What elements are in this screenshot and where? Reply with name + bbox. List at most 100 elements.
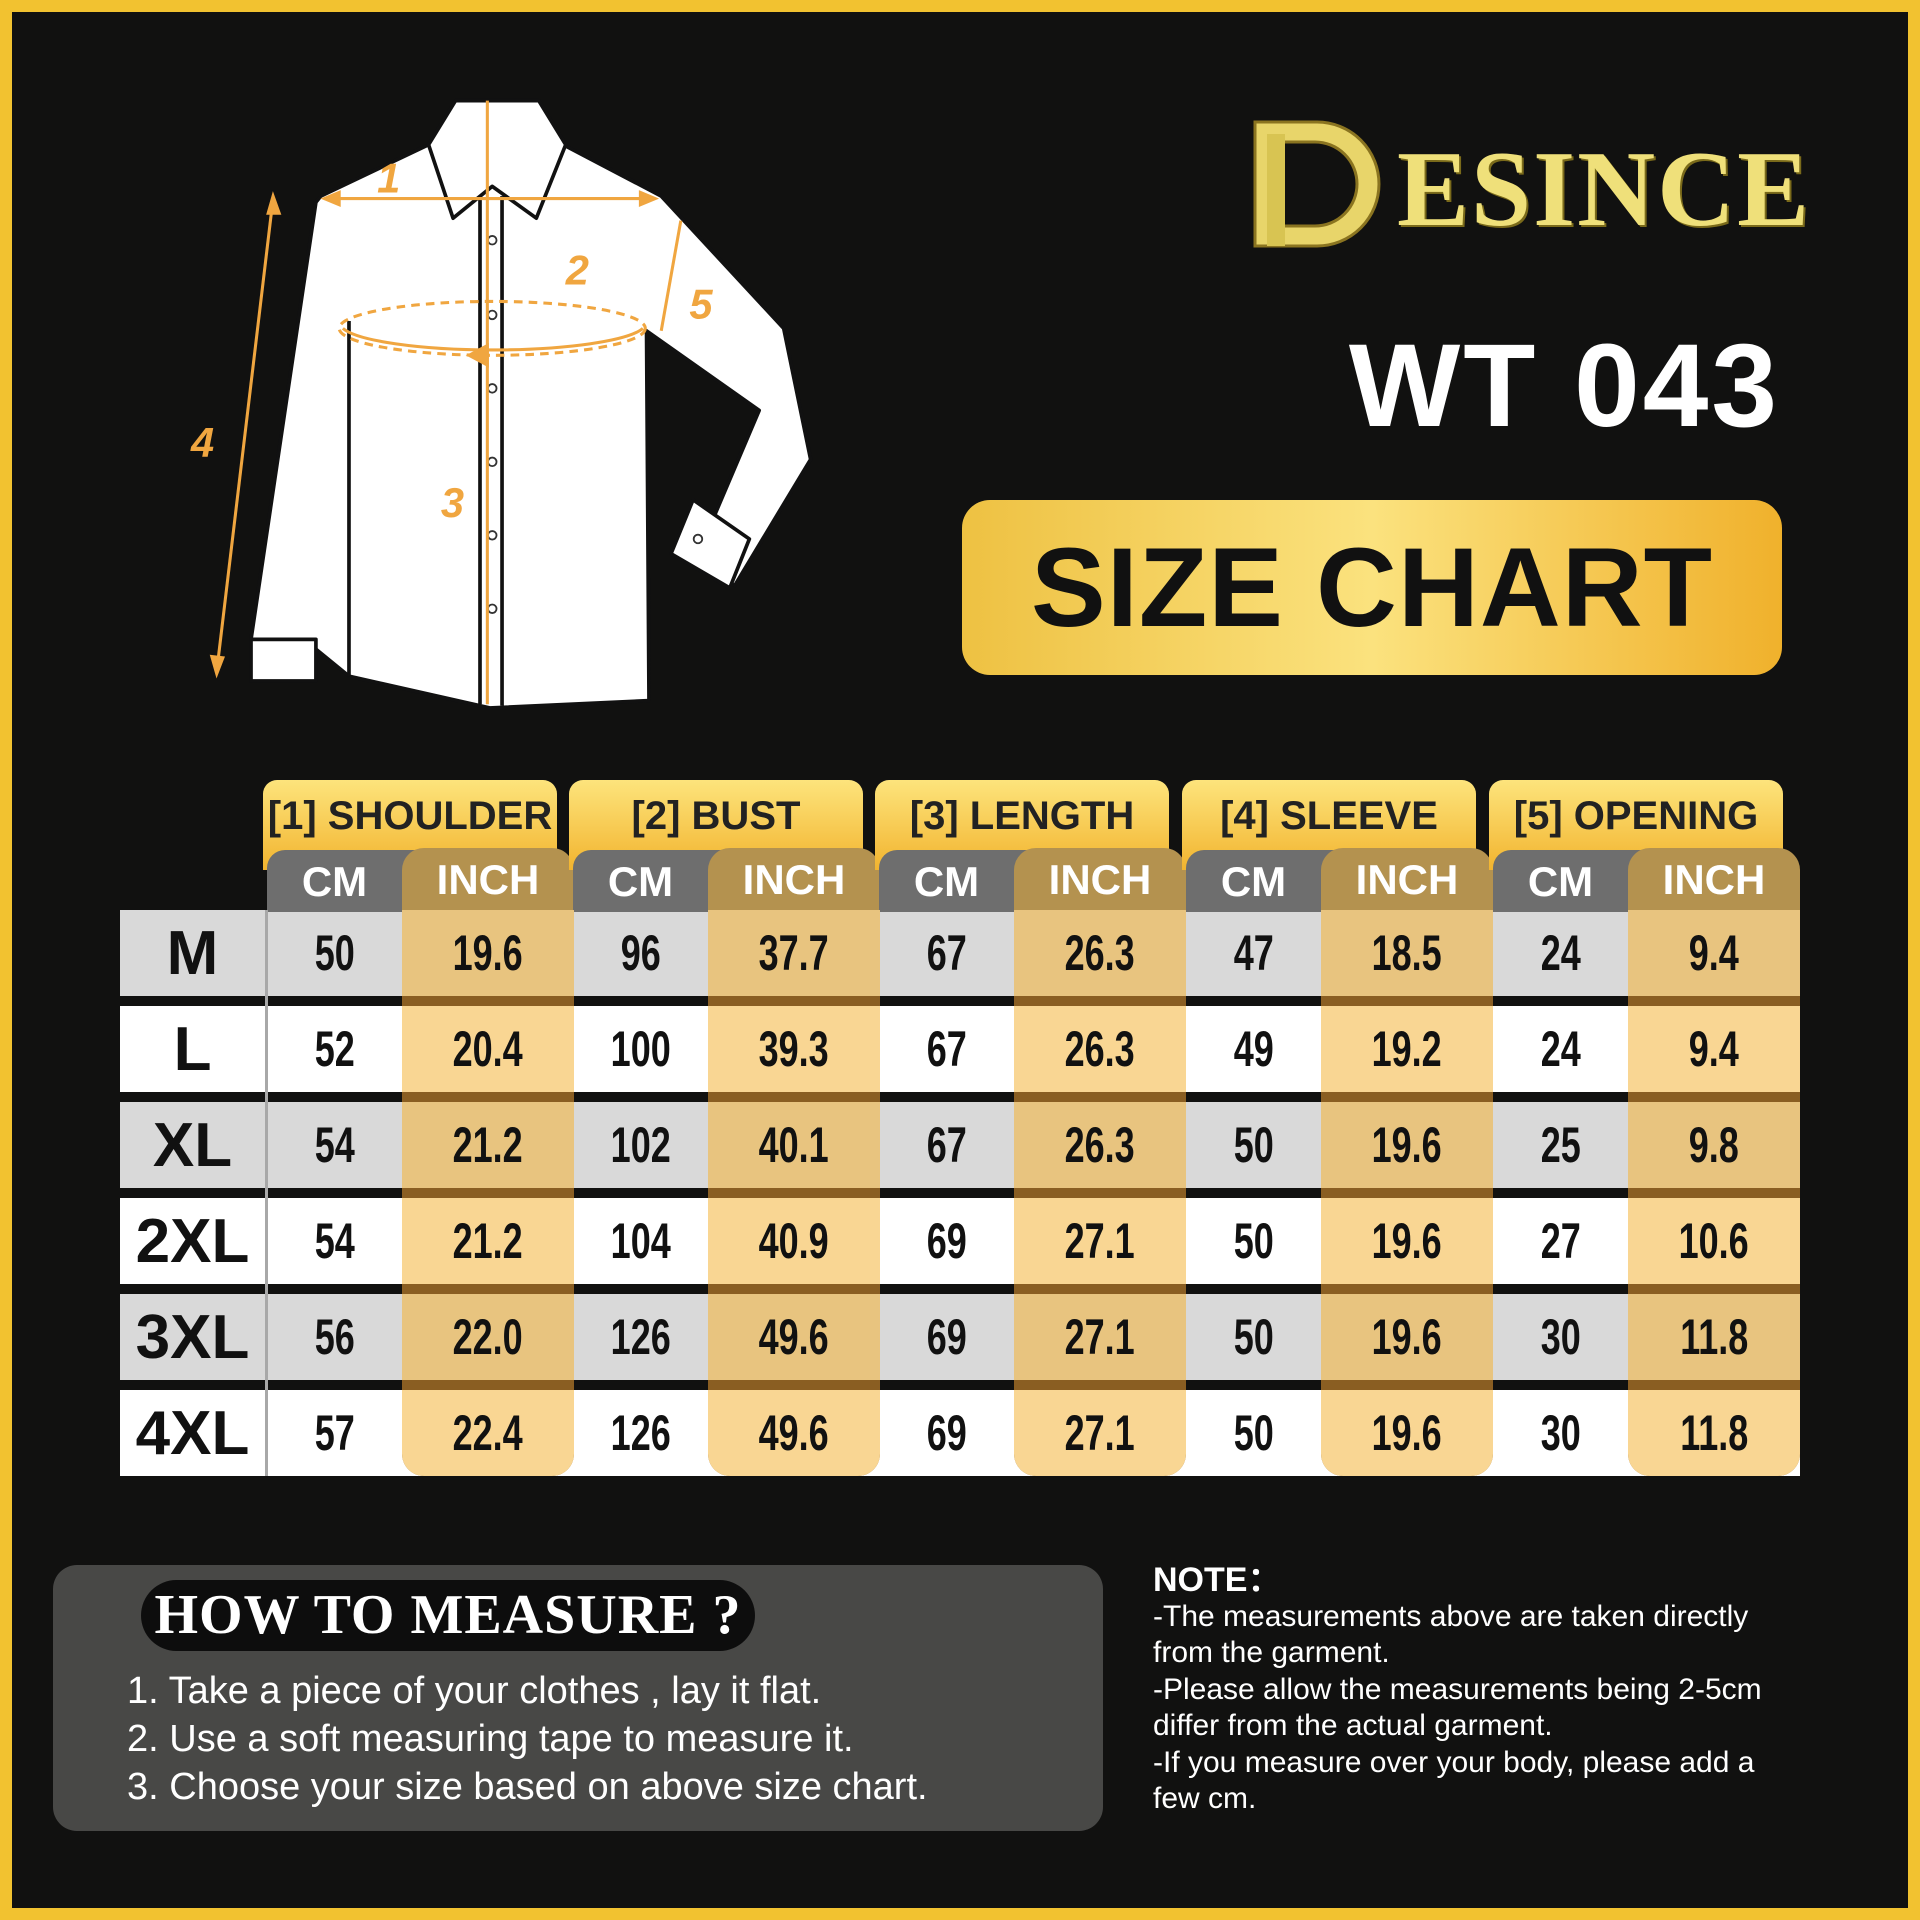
size-label: XL xyxy=(152,1110,233,1180)
label-3: 3 xyxy=(441,479,464,526)
table-row-bg xyxy=(120,1390,1800,1476)
cm-value-text: 126 xyxy=(610,1309,671,1365)
inch-value-text: 39.3 xyxy=(758,1021,830,1077)
note-line: differ from the actual garment. xyxy=(1153,1709,1553,1742)
inch-value: 11.8 xyxy=(1628,1294,1800,1380)
inch-cell-bg xyxy=(402,1294,574,1380)
cm-value: 49 xyxy=(1186,1006,1321,1092)
inch-cell-bg xyxy=(708,910,880,996)
inch-value-text: 26.3 xyxy=(1064,1021,1136,1077)
cm-value: 50 xyxy=(1186,1102,1321,1188)
inch-cell-bg xyxy=(1321,910,1493,996)
cm-value: 30 xyxy=(1493,1390,1628,1476)
inch-value: 19.6 xyxy=(402,910,574,996)
cm-value-text: 50 xyxy=(1233,1213,1274,1269)
size-label: 2XL xyxy=(135,1206,250,1276)
inch-cell-bg xyxy=(708,1006,880,1092)
inch-value-text: 27.1 xyxy=(1064,1309,1136,1365)
page-title: SIZE CHART xyxy=(1031,525,1713,650)
inch-cell-bg xyxy=(708,1198,880,1284)
inch-value: 21.2 xyxy=(402,1102,574,1188)
cm-value-text: 102 xyxy=(610,1117,671,1173)
inch-value-text: 9.4 xyxy=(1688,1021,1740,1077)
inch-value-text: 49.6 xyxy=(758,1405,830,1461)
cm-value-text: 30 xyxy=(1540,1405,1581,1461)
size-label: M xyxy=(166,918,219,988)
inch-cell-bg xyxy=(1321,1390,1493,1476)
inch-cell-bg xyxy=(1628,1390,1800,1476)
brand-logo: ESINCE xyxy=(1247,112,1809,257)
cm-value-text: 50 xyxy=(1233,1117,1274,1173)
size-table: [1] SHOULDER CM INCH [2] BUST CM INCH [3] LENG… xyxy=(120,780,1800,1476)
inch-cell-bg xyxy=(1321,1198,1493,1284)
inch-column xyxy=(402,910,574,1476)
inch-cell-bg xyxy=(402,1390,574,1476)
inch-value: 37.7 xyxy=(708,910,880,996)
cm-value-text: 49 xyxy=(1233,1021,1274,1077)
cm-value: 47 xyxy=(1186,910,1321,996)
inch-value: 9.4 xyxy=(1628,1006,1800,1092)
inch-value-text: 18.5 xyxy=(1371,925,1443,981)
inch-cell-bg xyxy=(1628,1006,1800,1092)
cm-value-text: 67 xyxy=(926,925,967,981)
inch-cell-bg xyxy=(1628,910,1800,996)
cm-value: 102 xyxy=(573,1102,708,1188)
cm-value: 30 xyxy=(1493,1294,1628,1380)
label-2: 2 xyxy=(565,246,589,293)
inch-value-text: 27.1 xyxy=(1064,1213,1136,1269)
label-1: 1 xyxy=(377,154,400,201)
inch-value-text: 11.8 xyxy=(1679,1309,1749,1365)
unit-header-inch: INCH xyxy=(1321,848,1493,910)
inch-value-text: 22.0 xyxy=(452,1309,524,1365)
cm-value-text: 56 xyxy=(314,1309,355,1365)
inch-cell-bg xyxy=(1321,1294,1493,1380)
inch-value: 22.4 xyxy=(402,1390,574,1476)
unit-header-inch: INCH xyxy=(1628,848,1800,910)
inch-cell-bg xyxy=(1014,1006,1186,1092)
inch-value-text: 19.6 xyxy=(1371,1309,1443,1365)
cm-value-text: 47 xyxy=(1233,925,1274,981)
cm-value: 54 xyxy=(267,1198,402,1284)
inch-value: 20.4 xyxy=(402,1006,574,1092)
inch-value-text: 27.1 xyxy=(1064,1405,1136,1461)
inch-value-text: 11.8 xyxy=(1679,1405,1749,1461)
cm-value: 50 xyxy=(1186,1198,1321,1284)
unit-header-inch: INCH xyxy=(402,848,574,910)
cm-value: 104 xyxy=(573,1198,708,1284)
cm-value: 69 xyxy=(879,1294,1014,1380)
cm-value: 100 xyxy=(573,1006,708,1092)
inch-value-text: 20.4 xyxy=(452,1021,524,1077)
label-4: 4 xyxy=(190,419,214,466)
cm-value-text: 69 xyxy=(926,1213,967,1269)
unit-header-inch: INCH xyxy=(1014,848,1186,910)
note-line: from the garment. xyxy=(1153,1636,1390,1669)
inch-value-text: 19.6 xyxy=(1371,1117,1443,1173)
table-row-bg xyxy=(120,910,1800,996)
inch-cell-bg xyxy=(708,1102,880,1188)
inch-value-text: 37.7 xyxy=(758,925,830,981)
inch-cell-bg xyxy=(1014,1102,1186,1188)
table-row-bg xyxy=(120,1102,1800,1188)
inch-value-text: 26.3 xyxy=(1064,1117,1136,1173)
cm-value: 69 xyxy=(879,1198,1014,1284)
inch-value-text: 9.8 xyxy=(1688,1117,1740,1173)
cm-value-text: 104 xyxy=(610,1213,671,1269)
inch-value: 21.2 xyxy=(402,1198,574,1284)
cm-value-text: 57 xyxy=(314,1405,355,1461)
inch-cell-bg xyxy=(1628,1294,1800,1380)
inch-value: 49.6 xyxy=(708,1294,880,1380)
inch-column xyxy=(708,910,880,1476)
step-1: 1. Take a piece of your clothes , lay it… xyxy=(127,1670,822,1712)
cm-value: 24 xyxy=(1493,1006,1628,1092)
inch-cell-bg xyxy=(1321,1102,1493,1188)
cm-value: 27 xyxy=(1493,1198,1628,1284)
cm-value: 69 xyxy=(879,1390,1014,1476)
inch-value: 22.0 xyxy=(402,1294,574,1380)
inch-value: 39.3 xyxy=(708,1006,880,1092)
table-row-bg xyxy=(120,1198,1800,1284)
cm-value: 67 xyxy=(879,1006,1014,1092)
inch-value: 19.6 xyxy=(1321,1198,1493,1284)
cm-value-text: 67 xyxy=(926,1021,967,1077)
cm-value-text: 96 xyxy=(620,925,661,981)
inch-value: 10.6 xyxy=(1628,1198,1800,1284)
